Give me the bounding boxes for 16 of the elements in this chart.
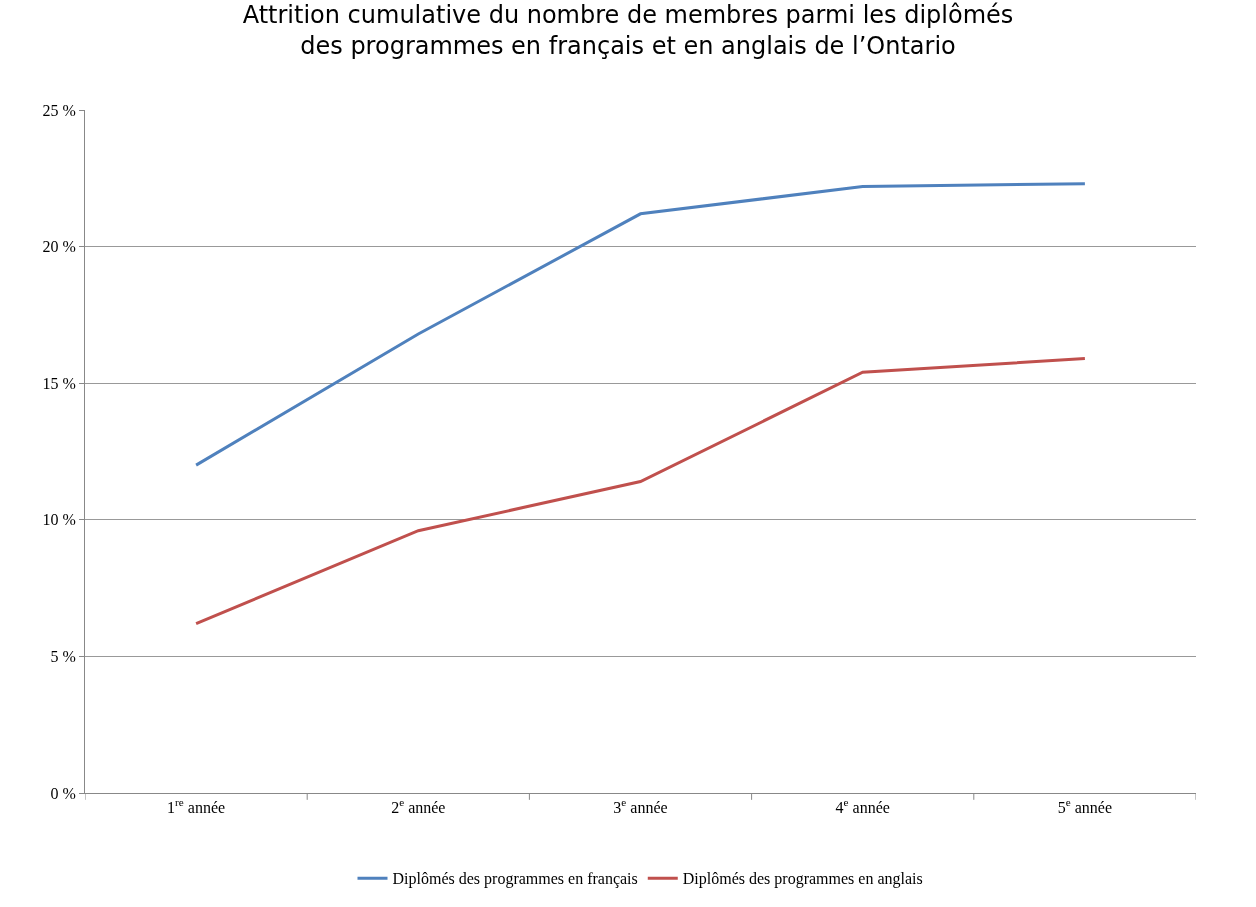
y-tick-label: 20 %: [42, 238, 76, 256]
line-series: [194, 182, 1087, 467]
y-tick-label: 5 %: [50, 648, 76, 665]
chart-title: Attrition cumulative du nombre de membres parmi les diplômés des programmes en français et en anglais de l’Ontario: [242, 0, 1014, 60]
legend-label: Diplômés des programmes en anglais: [682, 870, 923, 889]
y-tick-label: 0 %: [50, 784, 76, 802]
legend-label: Diplômés des programmes en français: [392, 870, 638, 889]
x-tick-label: 1$^{re}$ année: [167, 796, 226, 817]
x-tick-label: 2$^{e}$ année: [391, 796, 446, 817]
x-tick-label: 4$^{e}$ année: [835, 796, 890, 817]
line-series: [194, 357, 1087, 626]
y-tick-label: 15 %: [42, 374, 76, 392]
x-tick-label: 5$^{e}$ année: [1057, 796, 1113, 817]
y-tick-label: 10 %: [42, 511, 76, 529]
x-tick-label: 3$^{e}$ année: [613, 796, 668, 817]
y-tick-label: 25 %: [42, 101, 76, 119]
